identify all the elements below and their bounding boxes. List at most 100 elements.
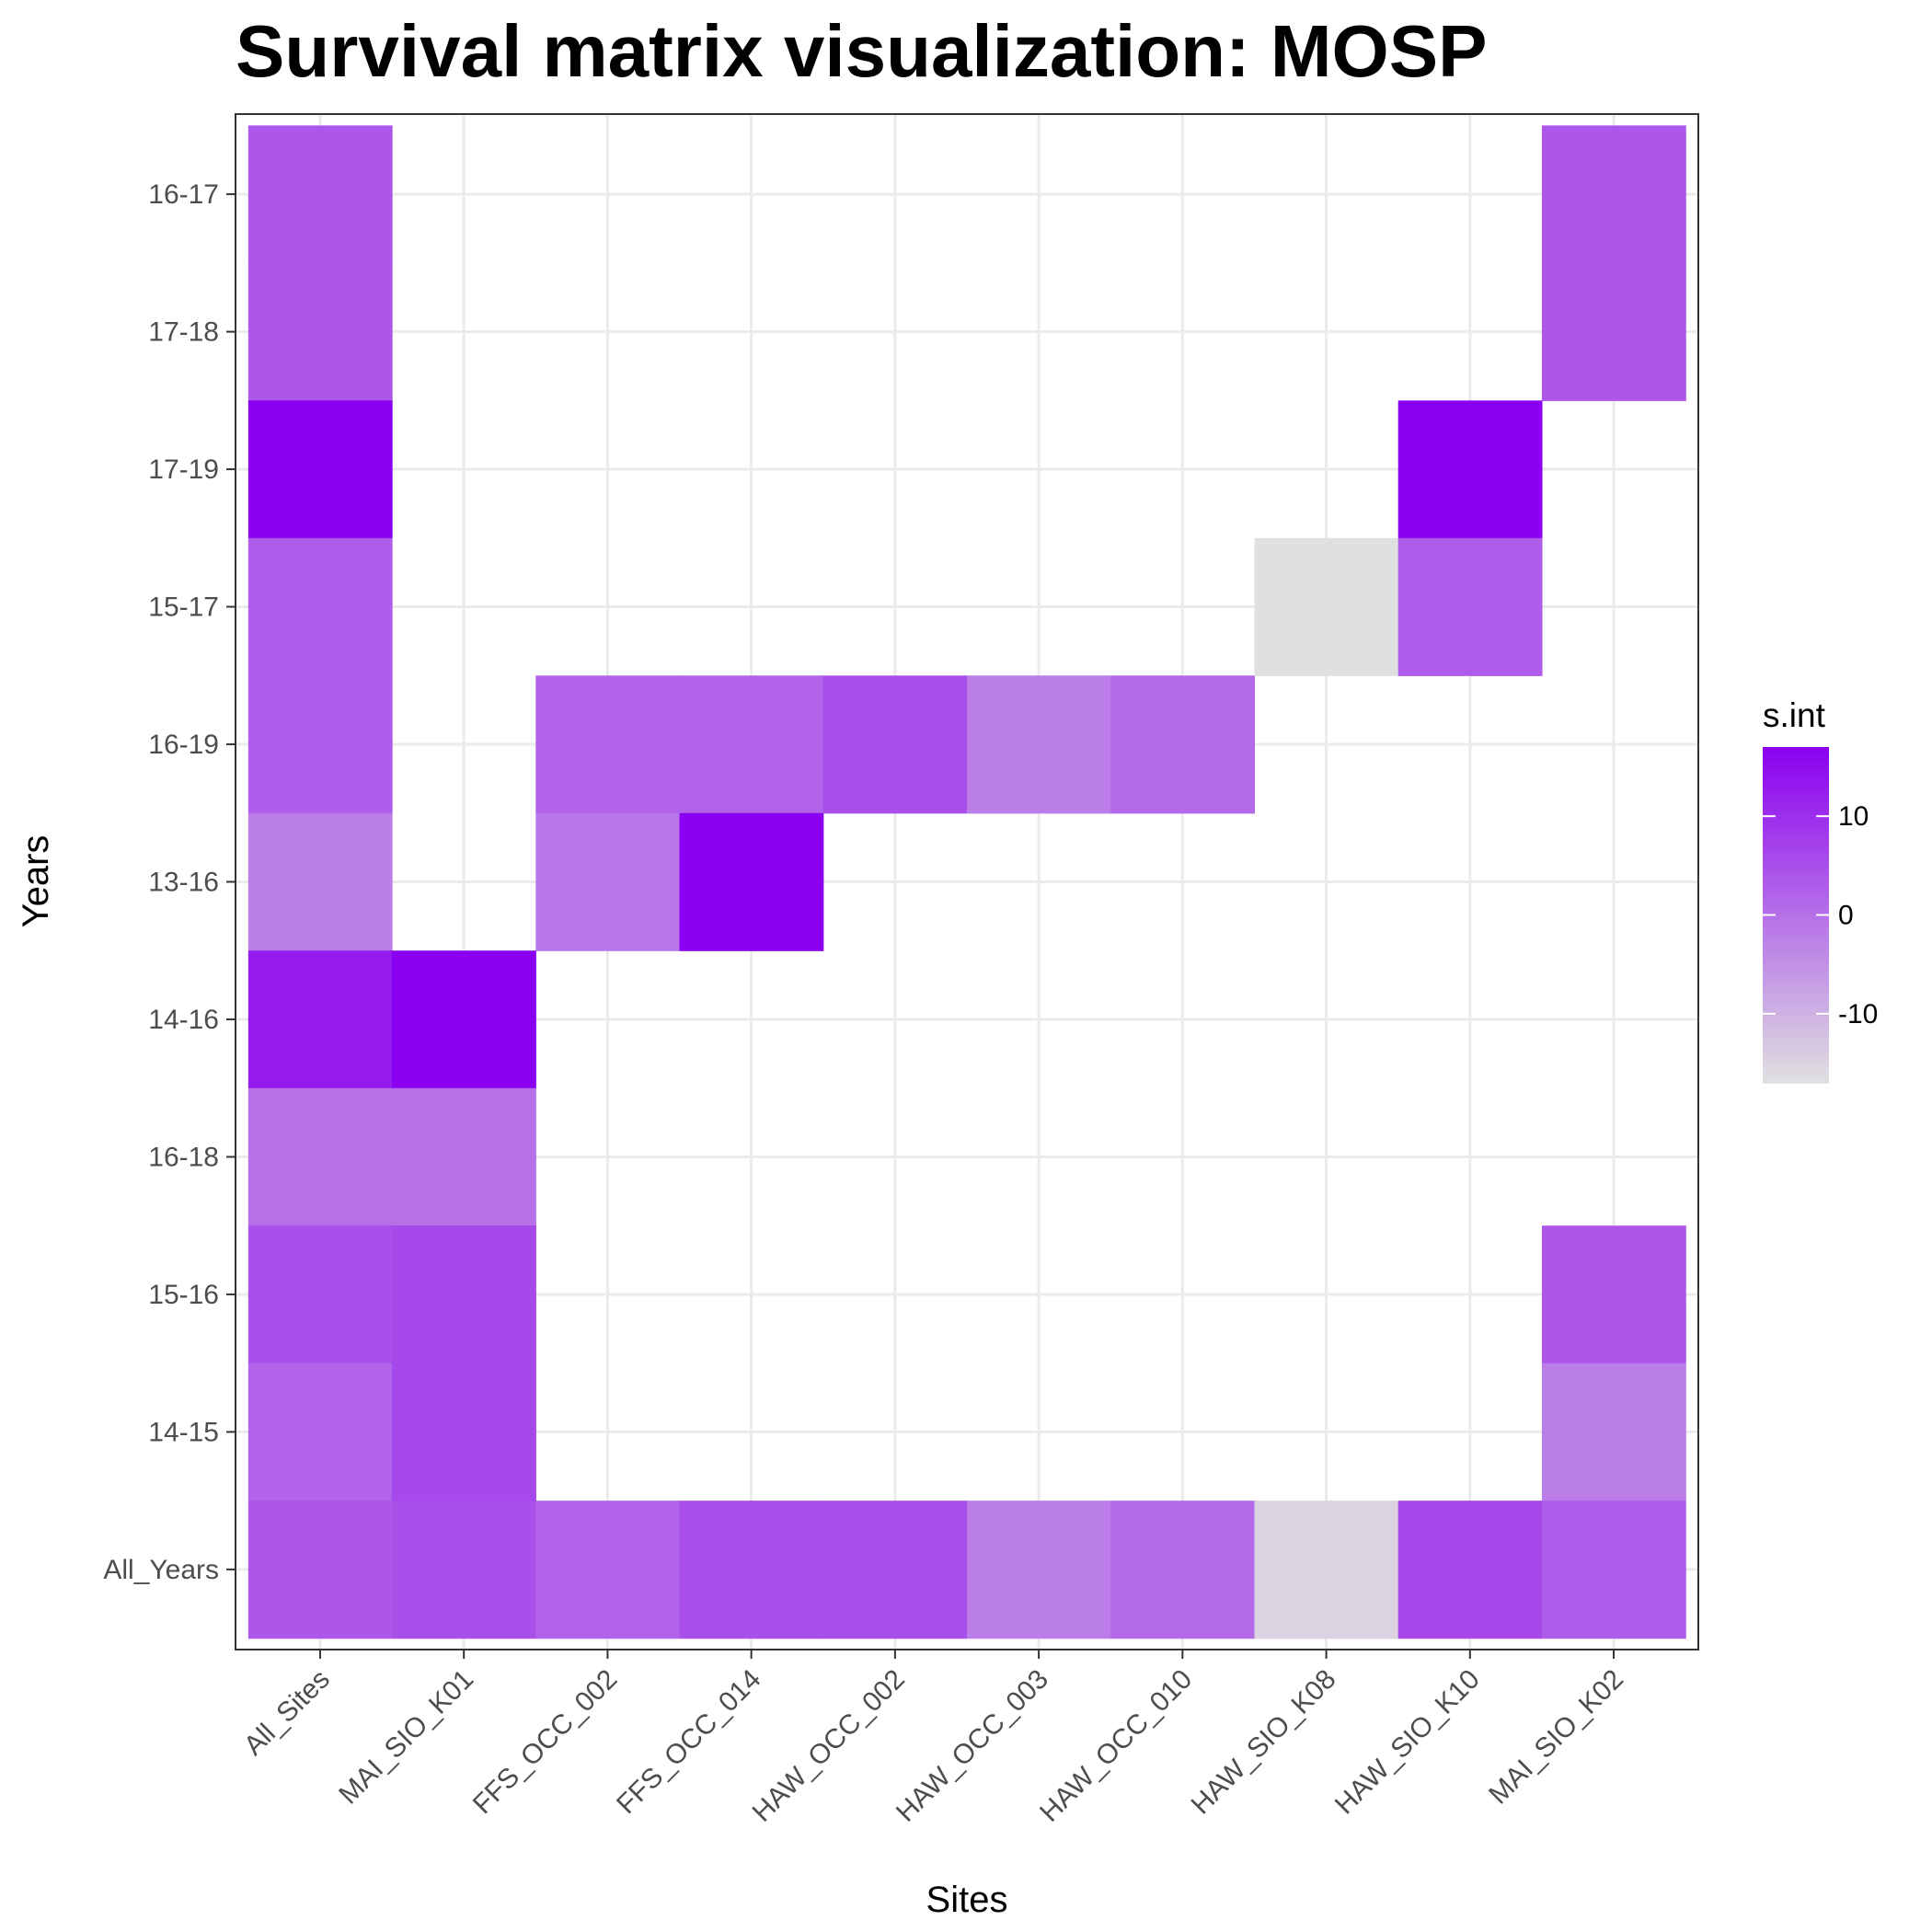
heatmap-cell	[1541, 1225, 1686, 1364]
legend-ticks: 10 0 -10	[1763, 801, 1878, 1029]
legend-color-step	[1763, 954, 1829, 960]
heatmap-cell	[1541, 1501, 1686, 1639]
legend-color-step	[1763, 775, 1829, 782]
legend-color-step	[1763, 808, 1829, 815]
legend-color-step	[1763, 869, 1829, 877]
heatmap-cell	[967, 675, 1111, 814]
legend-color-step	[1763, 758, 1829, 765]
heatmap-cell	[1397, 400, 1543, 539]
x-tick-label: HAW_OCC_002	[747, 1664, 911, 1828]
heatmap-cell	[392, 950, 536, 1089]
legend-color-step	[1763, 982, 1829, 989]
heatmap-cell	[392, 1225, 536, 1364]
x-tick-label: MAI_SIO_K01	[333, 1664, 479, 1811]
legend-color-step	[1763, 1021, 1829, 1028]
legend-color-step	[1763, 1038, 1829, 1045]
heatmap-cells	[247, 125, 1686, 1639]
y-tick-label: 15-17	[148, 592, 219, 623]
heatmap-cell	[247, 1087, 393, 1226]
legend-color-step	[1763, 1054, 1829, 1062]
x-tick-label: FFS_OCC_002	[467, 1664, 624, 1821]
legend-color-step	[1763, 993, 1829, 1000]
legend-color-step	[1763, 1004, 1829, 1011]
x-tick-label: MAI_SIO_K02	[1483, 1664, 1629, 1811]
y-axis: 16-17 17-18 17-19 15-17 16-19 13-16 14-16 16-18…	[103, 179, 236, 1585]
heatmap-cell	[1541, 1363, 1686, 1501]
y-tick-label: 13-16	[148, 868, 219, 898]
heatmap-cell	[1110, 675, 1256, 814]
legend-color-step	[1763, 881, 1829, 888]
legend-color-step	[1763, 780, 1829, 788]
heatmap-cell	[1254, 537, 1399, 676]
legend-color-step	[1763, 853, 1829, 860]
legend-colorbar	[1763, 747, 1829, 1084]
legend-color-step	[1763, 1071, 1829, 1078]
legend-color-step	[1763, 914, 1829, 922]
legend-color-step	[1763, 753, 1829, 759]
legend-color-step	[1763, 937, 1829, 944]
heatmap-cell	[1110, 1501, 1256, 1639]
x-axis-title: Sites	[926, 1880, 1008, 1920]
heatmap-cell	[247, 1363, 393, 1501]
x-tick-label: HAW_OCC_003	[891, 1664, 1054, 1828]
legend-color-step	[1763, 998, 1829, 1006]
y-tick-label: 16-17	[148, 179, 219, 210]
legend-color-step	[1763, 836, 1829, 844]
legend-color-step	[1763, 903, 1829, 911]
y-tick-label: All_Years	[103, 1555, 219, 1585]
heatmap-cell	[392, 1087, 536, 1226]
legend-color-step	[1763, 976, 1829, 983]
legend-color-step	[1763, 825, 1829, 832]
legend-color-step	[1763, 926, 1829, 933]
heatmap-cell	[392, 1363, 536, 1501]
legend-color-step	[1763, 847, 1829, 855]
legend-title: s.int	[1763, 696, 1826, 734]
legend-color-step	[1763, 965, 1829, 972]
heatmap-cell	[535, 675, 681, 814]
heatmap-cell	[247, 1501, 393, 1639]
heatmap-cell	[1541, 125, 1686, 264]
x-tick-label: FFS_OCC_014	[611, 1664, 767, 1821]
legend-color-step	[1763, 1027, 1829, 1033]
heatmap-cell	[1397, 1501, 1543, 1639]
legend-color-step	[1763, 769, 1829, 776]
legend-color-step	[1763, 942, 1829, 949]
y-tick-label: 17-19	[148, 454, 219, 485]
legend-color-step	[1763, 842, 1829, 849]
legend-color-step	[1763, 831, 1829, 838]
heatmap-cell	[247, 675, 393, 814]
legend-color-step	[1763, 1076, 1829, 1084]
y-tick-label: 14-15	[148, 1417, 219, 1447]
y-tick-label: 16-19	[148, 730, 219, 760]
legend-color-step	[1763, 1065, 1829, 1073]
heatmap-cell	[247, 400, 393, 539]
legend-color-step	[1763, 987, 1829, 995]
legend-color-step	[1763, 931, 1829, 938]
legend-tick-label: 0	[1838, 901, 1854, 931]
heatmap-cell	[967, 1501, 1111, 1639]
legend-color-step	[1763, 791, 1829, 799]
legend-color-step	[1763, 1032, 1829, 1040]
heatmap-cell	[247, 950, 393, 1089]
legend-color-step	[1763, 949, 1829, 955]
heatmap-cell	[679, 675, 824, 814]
legend-color-step	[1763, 786, 1829, 793]
heatmap-cell	[247, 262, 393, 401]
y-tick-label: 17-18	[148, 317, 219, 348]
legend-color-step	[1763, 820, 1829, 826]
x-tick-label: HAW_SIO_K10	[1329, 1664, 1486, 1821]
heatmap-cell	[822, 1501, 968, 1639]
heatmap-cell	[247, 125, 393, 264]
legend-tick-label: -10	[1838, 999, 1878, 1029]
y-tick-label: 14-16	[148, 1005, 219, 1035]
heatmap-cell	[392, 1501, 536, 1639]
legend-color-step	[1763, 1043, 1829, 1051]
legend-color-step	[1763, 764, 1829, 771]
legend-color-step	[1763, 1016, 1829, 1022]
heatmap-cell	[247, 812, 393, 951]
x-tick-label: All_Sites	[238, 1664, 336, 1762]
legend-color-step	[1763, 898, 1829, 905]
y-tick-label: 16-18	[148, 1142, 219, 1172]
heatmap-cell	[1541, 262, 1686, 401]
